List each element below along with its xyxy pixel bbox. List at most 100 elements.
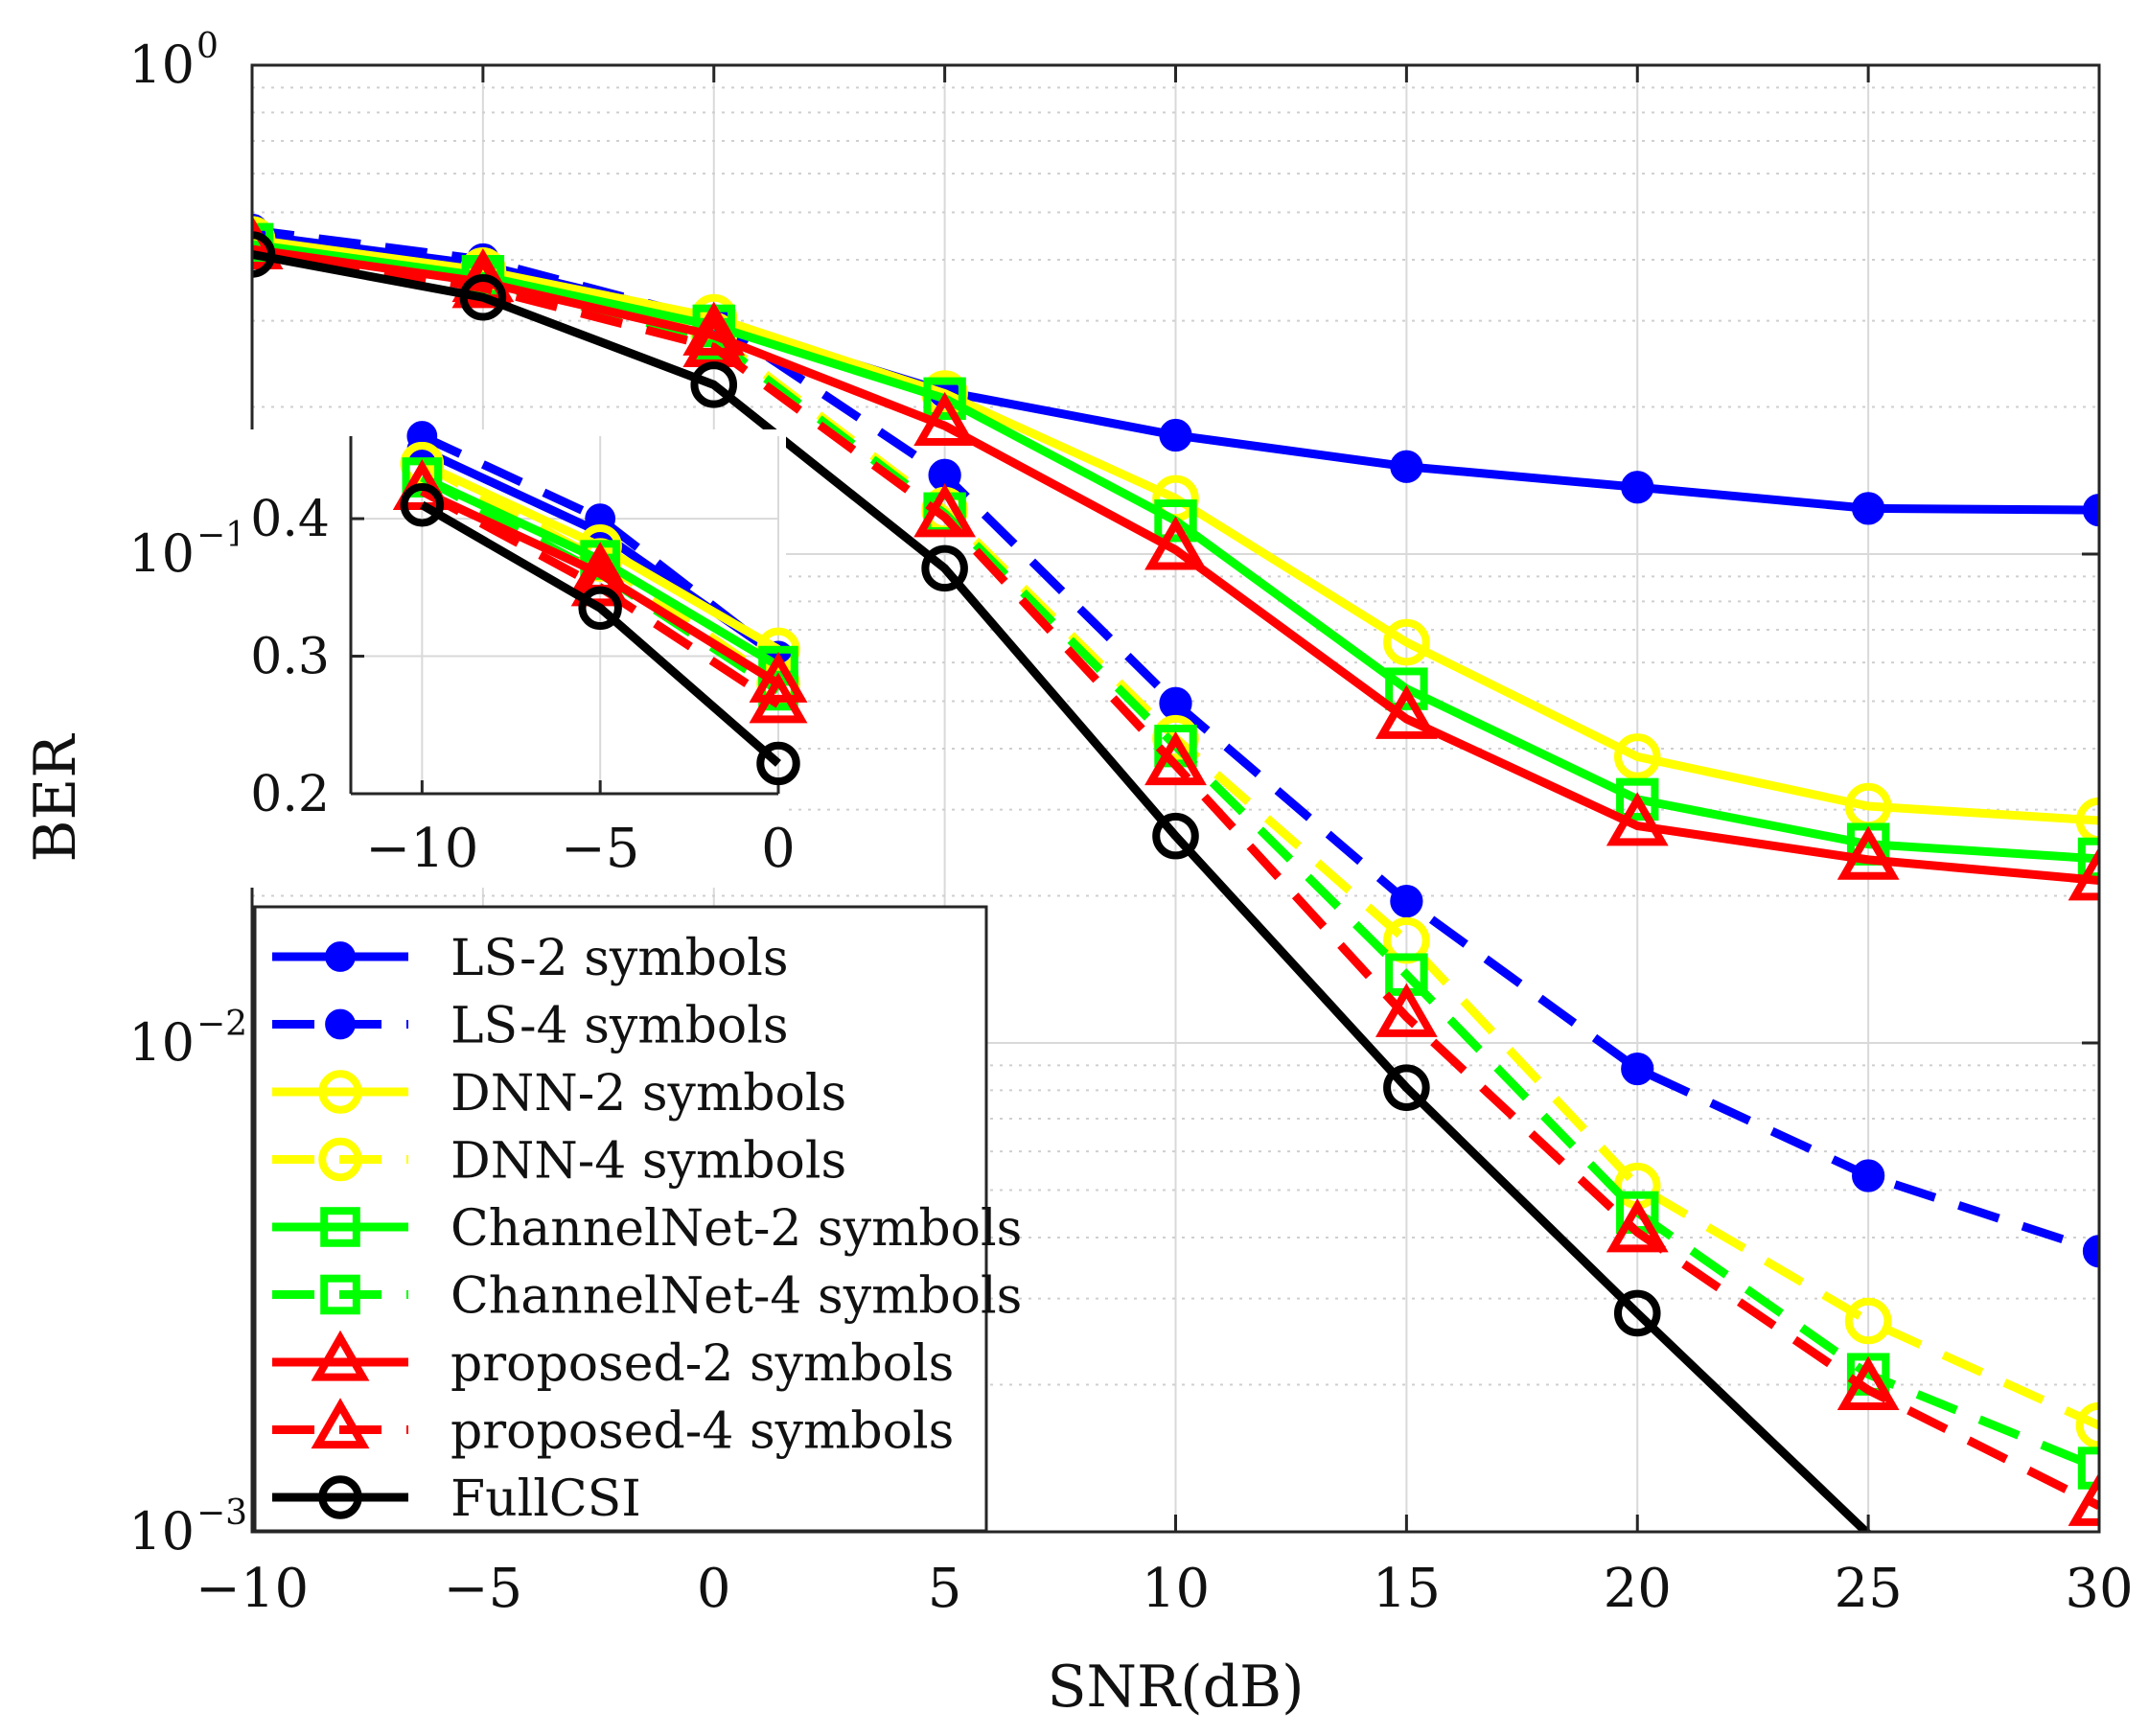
series-proposed-4-symbols	[252, 215, 2099, 1526]
y-axis-label: BER	[22, 733, 89, 863]
data-point	[570, 555, 630, 607]
legend-label: ChannelNet-2 symbols	[451, 1200, 1022, 1258]
data-point	[923, 377, 966, 420]
series-line	[252, 244, 2099, 885]
data-point	[756, 741, 800, 786]
inset-x-tick-label: 0	[761, 818, 796, 880]
y-tick-base: 10	[128, 1012, 195, 1073]
data-point	[1383, 618, 1430, 666]
inset-series-fullcsi	[400, 483, 800, 786]
inset-y-tick-label: 0.2	[250, 766, 330, 823]
legend-item-channelnet-2-symbols: ChannelNet-2 symbols	[272, 1200, 1022, 1258]
inset-x-tick-label: −5	[561, 818, 640, 880]
y-tick-base: 10	[128, 523, 195, 584]
data-point	[921, 544, 968, 592]
data-point	[913, 483, 977, 538]
data-point	[1152, 812, 1199, 860]
series-fullcsi	[252, 231, 1873, 1532]
data-point	[320, 1207, 360, 1247]
x-tick-label: 20	[1604, 1558, 1672, 1620]
data-point	[1606, 1198, 1669, 1253]
x-tick-label: −10	[196, 1558, 309, 1620]
data-point	[459, 273, 507, 321]
legend-label: ChannelNet-4 symbols	[451, 1268, 1022, 1326]
data-point	[320, 1274, 360, 1315]
y-tick-exponent: 0	[196, 27, 219, 66]
inset-y-tick-label: 0.3	[250, 629, 330, 686]
x-tick-label: −5	[444, 1558, 523, 1620]
legend-label: DNN-2 symbols	[451, 1065, 846, 1123]
data-point	[318, 1475, 362, 1519]
series-line	[252, 244, 2099, 1510]
legend-item-dnn-2-symbols: DNN-2 symbols	[272, 1065, 846, 1123]
y-tick-exponent: −2	[196, 1005, 247, 1044]
inset-series-line	[420, 487, 781, 688]
data-point	[1621, 471, 1654, 504]
inset-series-line	[420, 500, 781, 767]
data-point	[1616, 777, 1659, 822]
data-point	[1375, 684, 1438, 739]
data-point	[749, 652, 808, 703]
data-point	[400, 483, 445, 527]
x-tick-label: 15	[1373, 1558, 1441, 1620]
data-point	[1154, 499, 1197, 543]
x-tick-label: 5	[928, 1558, 962, 1620]
main-series-layer	[252, 213, 2099, 1532]
series-line	[252, 250, 1873, 1532]
data-point	[1385, 667, 1428, 710]
inset-y-tick-label: 0.4	[250, 491, 330, 548]
data-point	[2068, 846, 2099, 901]
data-point	[1613, 733, 1661, 780]
legend-item-dnn-4-symbols: DNN-4 symbols	[272, 1133, 846, 1191]
data-point	[749, 672, 808, 724]
data-point	[311, 1398, 370, 1449]
data-point	[1852, 1159, 1885, 1192]
data-point	[1390, 884, 1423, 918]
data-point	[325, 941, 356, 972]
data-point	[1383, 1064, 1430, 1111]
legend-label: LS-2 symbols	[451, 930, 789, 987]
inset-x-tick-label: −10	[365, 818, 478, 880]
data-point	[1159, 686, 1192, 720]
x-tick-label: 30	[2065, 1558, 2133, 1620]
data-point	[1837, 825, 1900, 880]
data-point	[2068, 1471, 2099, 1526]
data-point	[318, 1070, 362, 1114]
data-point	[913, 391, 977, 447]
data-point	[1375, 983, 1438, 1037]
legend-item-proposed-4-symbols: proposed-4 symbols	[272, 1398, 954, 1461]
data-point	[1159, 418, 1192, 452]
data-point	[1144, 516, 1207, 570]
data-point	[1613, 1289, 1661, 1337]
legend-item-fullcsi: FullCSI	[272, 1470, 641, 1528]
x-tick-label: 25	[1834, 1558, 1902, 1620]
data-point	[1144, 730, 1207, 786]
x-tick-label: 10	[1142, 1558, 1210, 1620]
data-point	[578, 586, 622, 631]
data-point	[690, 361, 738, 408]
y-tick-base: 10	[128, 1501, 195, 1562]
x-axis-label: SNR(dB)	[1047, 1654, 1304, 1721]
legend-label: proposed-4 symbols	[451, 1403, 954, 1461]
data-point	[1606, 792, 1669, 846]
y-tick-label: 10 0	[128, 27, 219, 95]
data-point	[1844, 1297, 1892, 1345]
series-line	[252, 235, 2099, 825]
inset-plot: −10 −5 0 0.2 0.3 0.4	[238, 421, 808, 888]
legend-item-proposed-2-symbols: proposed-2 symbols	[272, 1330, 954, 1393]
data-point	[311, 1330, 370, 1381]
x-tick-label: 0	[697, 1558, 731, 1620]
data-point	[1837, 1355, 1900, 1410]
data-point	[1852, 492, 1885, 525]
data-point	[1621, 1052, 1654, 1086]
data-point	[2077, 837, 2099, 881]
y-tick-exponent: −3	[196, 1493, 247, 1533]
legend-label: FullCSI	[451, 1470, 641, 1528]
data-point	[1390, 450, 1423, 483]
inset-series-layer	[392, 421, 808, 786]
data-point	[318, 1137, 362, 1182]
data-point	[2077, 1447, 2099, 1490]
legend-item-ls-4-symbols: LS-4 symbols	[272, 998, 789, 1055]
